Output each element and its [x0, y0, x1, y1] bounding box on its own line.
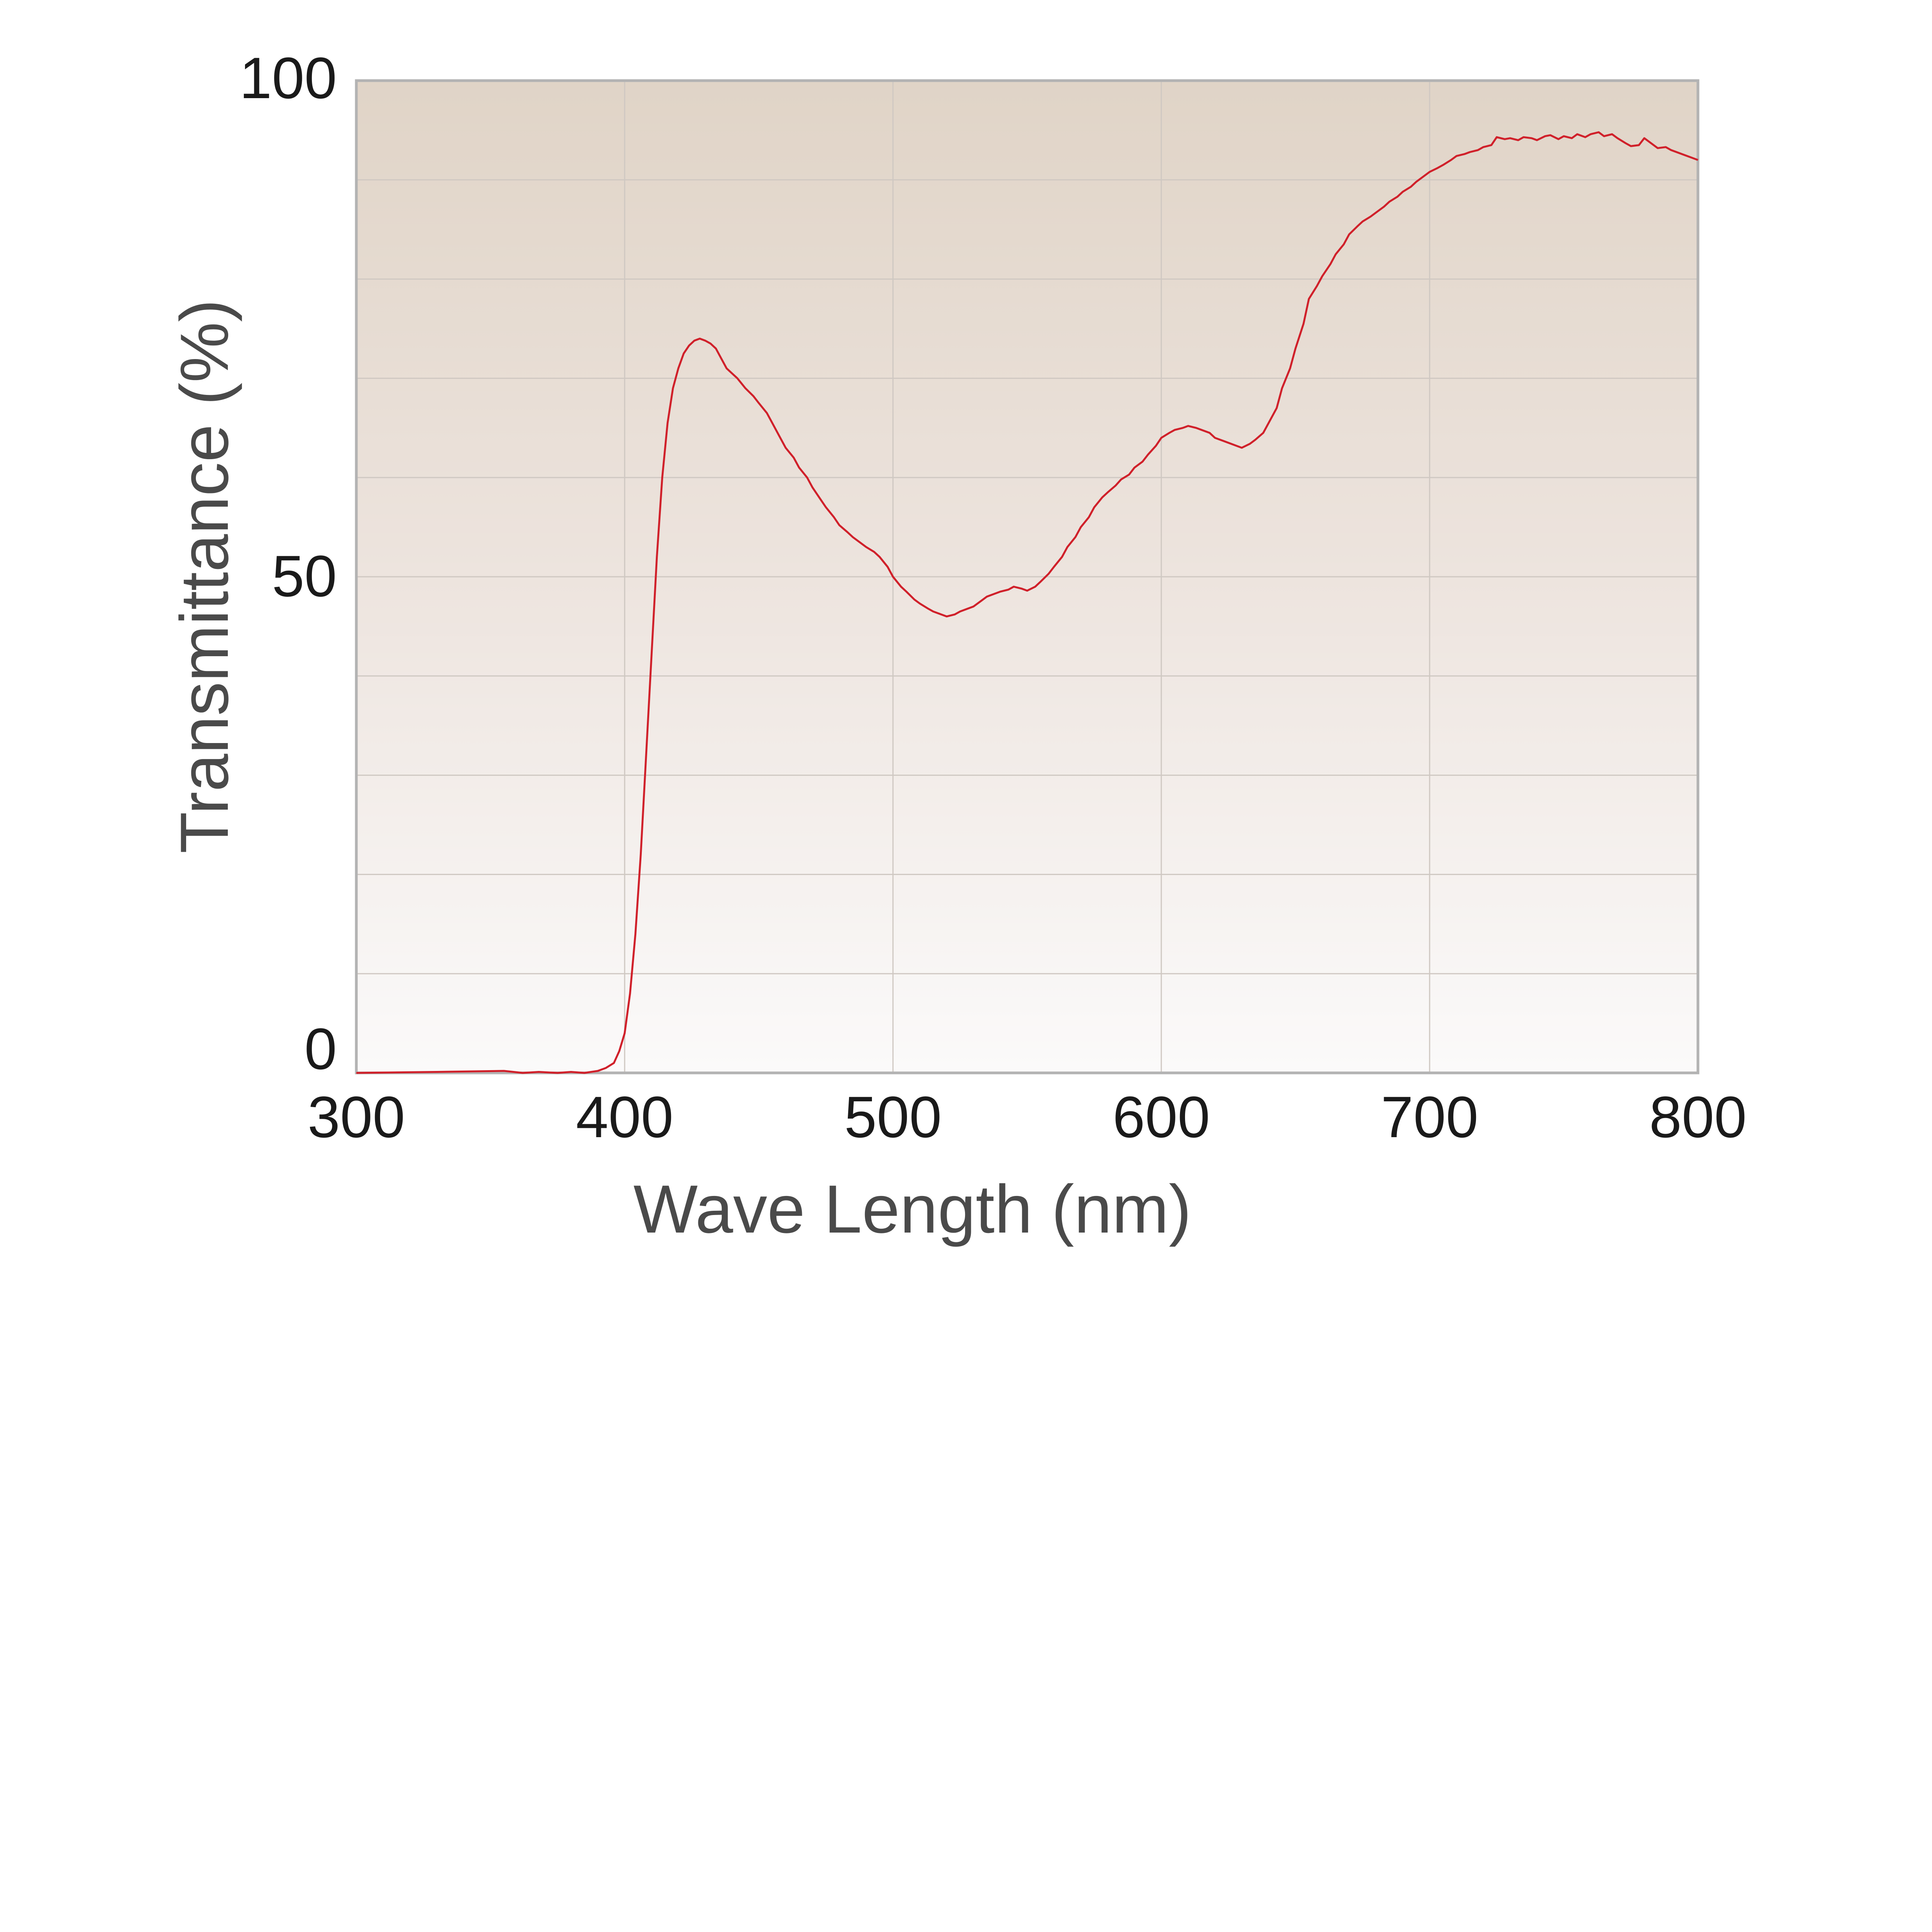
y-axis-title: Transmittance (%): [167, 299, 243, 854]
x-tick-label: 700: [1381, 1084, 1478, 1150]
y-axis-ticks: 0 50 100: [240, 45, 337, 1081]
x-tick-label: 400: [576, 1084, 673, 1150]
x-tick-label: 500: [844, 1084, 942, 1150]
x-axis-title: Wave Length (nm): [634, 1171, 1192, 1247]
x-tick-label: 300: [308, 1084, 405, 1150]
y-tick-label: 100: [240, 45, 337, 111]
x-axis-ticks: 300 400 500 600 700 800: [308, 1084, 1747, 1150]
plot-frame: [355, 79, 1700, 1074]
x-tick-label: 600: [1113, 1084, 1210, 1150]
y-tick-label: 50: [272, 543, 337, 609]
transmittance-series-line: [356, 131, 1698, 1074]
x-tick-label: 800: [1649, 1084, 1747, 1150]
y-tick-label: 0: [305, 1016, 337, 1081]
